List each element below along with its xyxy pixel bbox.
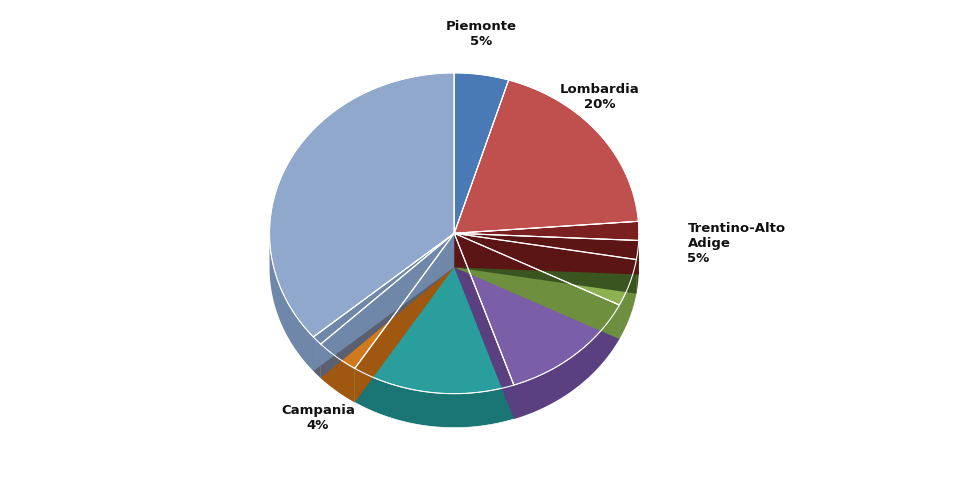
Text: Trentino-Alto
Adige
5%: Trentino-Alto Adige 5% <box>687 222 786 264</box>
Polygon shape <box>355 233 455 402</box>
Polygon shape <box>355 368 514 428</box>
Polygon shape <box>355 233 455 402</box>
Text: Emilia-Romagna
15%: Emilia-Romagna 15% <box>418 336 539 364</box>
Text: Piemonte
5%: Piemonte 5% <box>445 20 517 48</box>
Polygon shape <box>313 337 321 378</box>
Polygon shape <box>455 221 639 241</box>
Polygon shape <box>321 233 455 368</box>
Polygon shape <box>514 305 619 419</box>
Polygon shape <box>455 233 636 294</box>
Polygon shape <box>455 233 514 419</box>
Polygon shape <box>313 233 455 344</box>
Polygon shape <box>455 73 508 233</box>
Polygon shape <box>455 233 638 275</box>
Polygon shape <box>455 233 619 385</box>
Polygon shape <box>455 233 636 305</box>
Polygon shape <box>270 73 455 337</box>
Polygon shape <box>636 241 638 294</box>
Polygon shape <box>455 233 638 275</box>
Polygon shape <box>455 233 636 294</box>
Polygon shape <box>313 233 455 371</box>
Text: Lombardia
20%: Lombardia 20% <box>560 83 640 111</box>
Polygon shape <box>455 233 514 419</box>
Polygon shape <box>321 344 355 402</box>
Polygon shape <box>313 233 455 371</box>
Polygon shape <box>455 80 638 233</box>
Polygon shape <box>619 260 636 339</box>
Text: Sardegna
38%: Sardegna 38% <box>287 171 359 199</box>
Text: Campania
4%: Campania 4% <box>281 404 355 432</box>
Polygon shape <box>321 233 455 378</box>
Polygon shape <box>455 233 619 339</box>
Polygon shape <box>455 233 638 260</box>
Polygon shape <box>321 233 455 378</box>
Polygon shape <box>455 233 619 339</box>
Text: Veneto
13%: Veneto 13% <box>564 268 616 296</box>
Polygon shape <box>355 233 514 394</box>
Polygon shape <box>270 236 313 371</box>
